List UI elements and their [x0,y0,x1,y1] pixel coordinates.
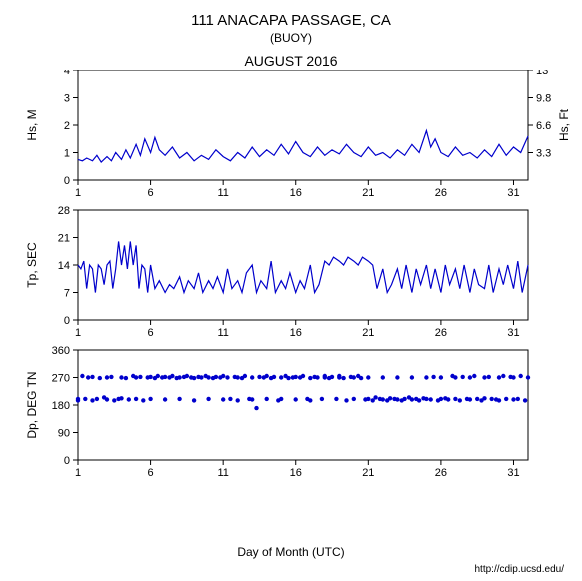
xtick-label-tp: 1 [75,327,81,339]
xtick-label-hs: 6 [148,187,154,199]
xtick-label-hs: 16 [290,187,302,199]
ylabel-tp: Tp, SEC [25,242,39,288]
xtick-label-hs: 21 [362,187,374,199]
ylabel-hs: Hs, M [25,109,39,140]
period-title: AUGUST 2016 [0,53,582,69]
ylabel-dp: Dp, DEG TN [25,371,39,438]
title-block: 111 ANACAPA PASSAGE, CA (BUOY) AUGUST 20… [0,0,582,69]
xtick-label-hs: 11 [217,187,228,199]
panel-frame-hs [78,70,528,180]
ytick-r-label-hs: 13 [536,70,548,77]
ytick-label-dp: 360 [52,345,70,357]
ytick-label-hs: 0 [64,175,70,187]
ytick-label-dp: 90 [58,428,70,440]
xtick-label-tp: 26 [435,327,447,339]
ytick-label-hs: 2 [64,120,70,132]
panel-frame-dp [78,350,528,460]
xtick-label-hs: 31 [507,187,519,199]
series-tp [78,241,528,292]
xtick-label-tp: 21 [362,327,374,339]
x-axis-label: Day of Month (UTC) [0,545,582,559]
xtick-label-dp: 16 [290,467,302,479]
xtick-label-hs: 26 [435,187,447,199]
series-hs [78,131,528,163]
ytick-label-hs: 1 [64,148,70,160]
ylabel-r-hs: Hs, Ft [557,108,571,141]
xtick-label-dp: 26 [435,467,447,479]
chart-page: 111 ANACAPA PASSAGE, CA (BUOY) AUGUST 20… [0,0,582,581]
station-type: (BUOY) [0,31,582,45]
ytick-r-label-hs: 3.3 [536,148,551,160]
ytick-label-tp: 21 [58,233,70,245]
xtick-label-tp: 31 [507,327,519,339]
ytick-label-hs: 3 [64,93,70,105]
xtick-label-tp: 11 [217,327,228,339]
series-dp [76,374,530,411]
charts-svg: 012343.36.69.813161116212631Hs, MHs, Ft0… [0,70,582,490]
ytick-label-tp: 0 [64,315,70,327]
station-title: 111 ANACAPA PASSAGE, CA [0,12,582,29]
credit-link[interactable]: http://cdip.ucsd.edu/ [474,564,564,575]
ytick-label-tp: 14 [58,260,70,272]
charts-container: 012343.36.69.813161116212631Hs, MHs, Ft0… [0,70,582,490]
xtick-label-dp: 11 [217,467,228,479]
ytick-label-dp: 270 [52,373,70,385]
panel-frame-tp [78,210,528,320]
ytick-r-label-hs: 6.6 [536,120,551,132]
ytick-label-tp: 7 [64,288,70,300]
xtick-label-dp: 1 [75,467,81,479]
ytick-r-label-hs: 9.8 [536,93,551,105]
xtick-label-tp: 16 [290,327,302,339]
xtick-label-tp: 6 [148,327,154,339]
ytick-label-hs: 4 [64,70,70,77]
xtick-label-dp: 6 [148,467,154,479]
ytick-label-dp: 180 [52,400,70,412]
xtick-label-hs: 1 [75,187,81,199]
ytick-label-dp: 0 [64,455,70,467]
xtick-label-dp: 21 [362,467,374,479]
ytick-label-tp: 28 [58,205,70,217]
xtick-label-dp: 31 [507,467,519,479]
